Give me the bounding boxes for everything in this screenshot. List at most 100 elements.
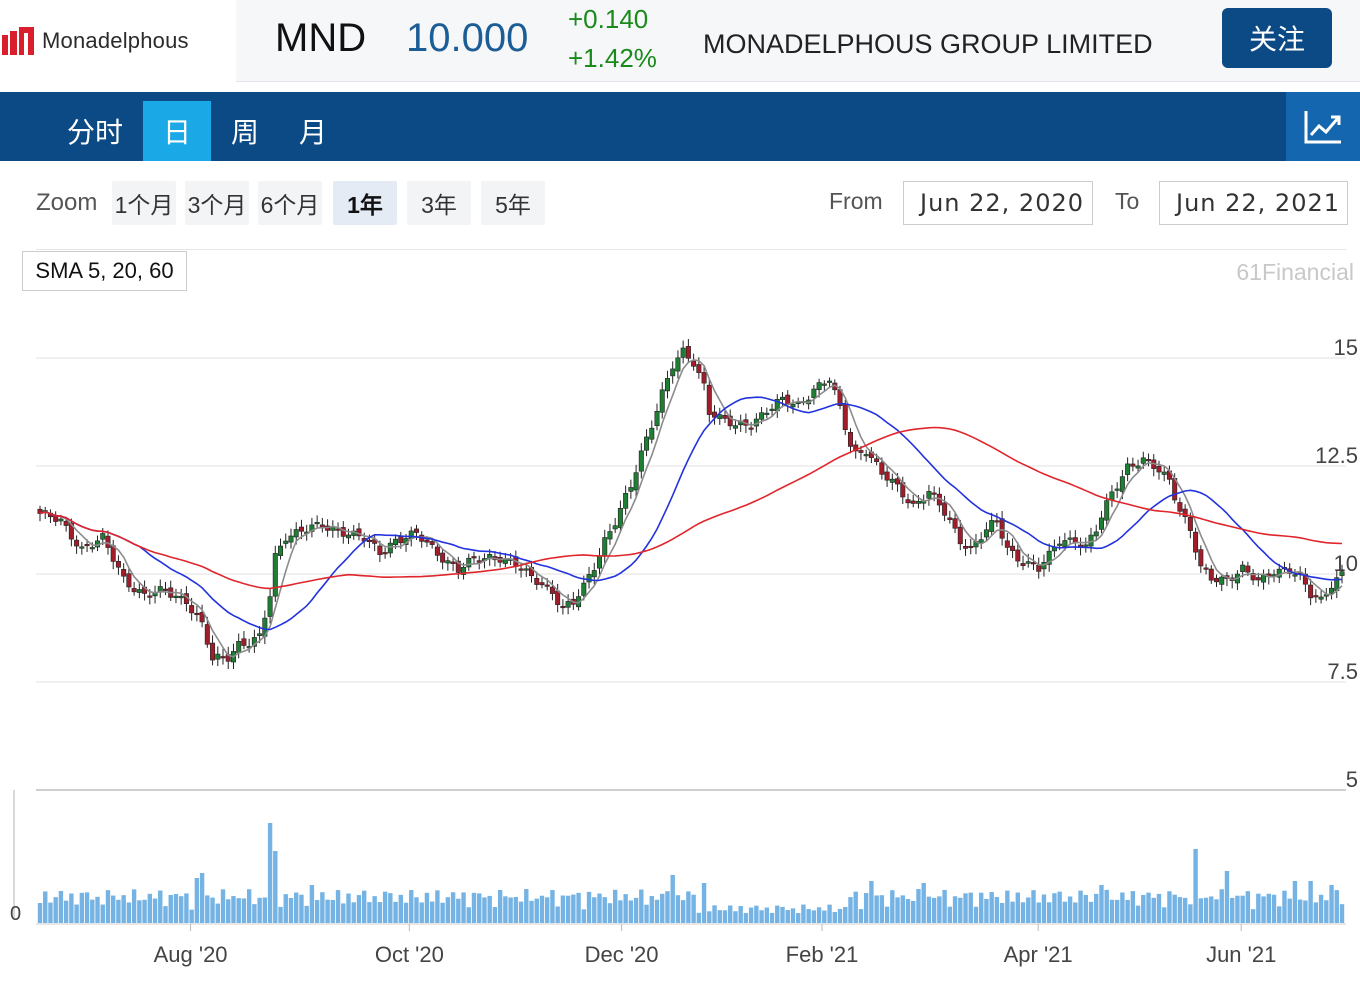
volume-bar xyxy=(628,900,634,923)
candle-body xyxy=(1146,459,1152,462)
volume-bar xyxy=(299,894,304,923)
volume-bar xyxy=(680,900,686,923)
volume-bar xyxy=(759,910,764,923)
volume-bar xyxy=(341,903,346,923)
volume-bar xyxy=(398,894,403,923)
volume-bar xyxy=(764,907,770,923)
volume-bar xyxy=(278,906,283,923)
volume-bar xyxy=(623,894,628,923)
volume-bar xyxy=(262,897,268,923)
candle-body xyxy=(393,538,399,546)
price-chart[interactable]: 15 12.5 10 7.5 5 0 Aug '20 Oct '20 Dec '20 Feb '2… xyxy=(0,290,1360,980)
volume-bar xyxy=(377,902,383,923)
indicator-button[interactable]: SMA 5, 20, 60 xyxy=(22,251,187,291)
candle-body xyxy=(220,656,226,659)
zoom-6m-button[interactable]: 6个月 xyxy=(258,181,322,225)
price-change: +0.140 xyxy=(568,4,649,34)
candle-body xyxy=(1135,465,1141,469)
volume-bar xyxy=(1088,901,1094,923)
volume-bar xyxy=(654,899,660,923)
candle-body xyxy=(549,586,555,594)
volume-bar xyxy=(686,891,691,923)
candle-body xyxy=(455,560,461,573)
candle-body xyxy=(1130,463,1136,467)
tab-daily[interactable]: 日 xyxy=(143,101,211,161)
candle-body xyxy=(413,528,419,533)
volume-bar xyxy=(518,901,524,923)
zoom-1y-button[interactable]: 1年 xyxy=(333,181,397,225)
zoom-label: Zoom xyxy=(36,189,98,216)
candle-body xyxy=(1114,488,1120,491)
follow-button[interactable]: 关注 xyxy=(1222,8,1332,68)
candle-body xyxy=(215,653,221,660)
tab-intraday[interactable]: 分时 xyxy=(66,117,123,148)
volume-bar xyxy=(267,823,273,923)
volume-bar xyxy=(205,895,210,923)
volume-bar xyxy=(210,897,215,923)
candle-body xyxy=(314,521,320,525)
volume-bar xyxy=(822,910,827,923)
volume-bar xyxy=(346,893,351,923)
volume-bar xyxy=(644,904,649,923)
candle-body xyxy=(659,389,665,413)
candle-body xyxy=(712,411,718,418)
candle-body xyxy=(37,508,43,514)
volume-bar xyxy=(419,902,424,923)
candle-body xyxy=(680,347,686,358)
candle-body xyxy=(84,543,90,547)
volume-bar xyxy=(492,907,498,923)
candle-body xyxy=(278,545,284,556)
candle-body xyxy=(335,528,341,531)
volume-bar xyxy=(607,903,613,923)
candle-body xyxy=(126,573,132,588)
candle-body xyxy=(257,633,263,636)
volume-bar xyxy=(1324,900,1329,923)
volume-bar xyxy=(691,894,696,923)
volume-bar xyxy=(1120,892,1125,923)
zoom-3m-button[interactable]: 3个月 xyxy=(185,181,249,225)
volume-bar xyxy=(769,912,775,923)
candle-body xyxy=(931,492,937,495)
volume-bar xyxy=(1198,898,1204,923)
candle-body xyxy=(596,555,602,569)
volume-bar xyxy=(1099,885,1104,923)
candle-body xyxy=(701,372,707,384)
chart-type-button[interactable] xyxy=(1286,92,1360,161)
tab-monthly[interactable]: 月 xyxy=(298,117,327,148)
candle-body xyxy=(638,450,644,472)
volume-bar xyxy=(330,899,336,923)
candle-body xyxy=(811,388,817,398)
volume-bar xyxy=(1015,892,1021,923)
zoom-1m-button[interactable]: 1个月 xyxy=(112,181,176,225)
candle-body xyxy=(999,518,1005,539)
x-tick-label: Feb '21 xyxy=(786,942,859,967)
candle-body xyxy=(942,502,948,516)
tab-weekly[interactable]: 周 xyxy=(230,117,259,148)
candle-body xyxy=(1193,531,1199,553)
volume-bar xyxy=(937,896,942,923)
zoom-3y-button[interactable]: 3年 xyxy=(407,181,471,225)
volume-bar xyxy=(1224,871,1230,923)
candle-body xyxy=(821,383,827,386)
to-date-input[interactable]: Jun 22, 2021 xyxy=(1159,181,1348,225)
zoom-5y-button[interactable]: 5年 xyxy=(481,181,545,225)
candle-body xyxy=(236,641,242,654)
volume-bar xyxy=(696,912,702,923)
from-date-input[interactable]: Jun 22, 2020 xyxy=(903,181,1093,225)
candle-body xyxy=(879,462,885,475)
candle-body xyxy=(1245,565,1251,573)
candle-body xyxy=(1004,540,1010,548)
volume-bar xyxy=(806,909,811,923)
volume-bar xyxy=(450,892,456,923)
candle-body xyxy=(827,380,833,383)
candle-body xyxy=(644,436,650,451)
candle-body xyxy=(466,557,472,568)
volume-bar xyxy=(571,894,576,923)
volume-bar xyxy=(320,892,325,923)
candle-body xyxy=(63,520,69,526)
candle-body xyxy=(79,546,85,549)
candle-body xyxy=(377,545,383,555)
candle-body xyxy=(649,427,655,440)
y-tick-label: 7.5 xyxy=(1327,659,1358,684)
candle-body xyxy=(633,472,639,491)
